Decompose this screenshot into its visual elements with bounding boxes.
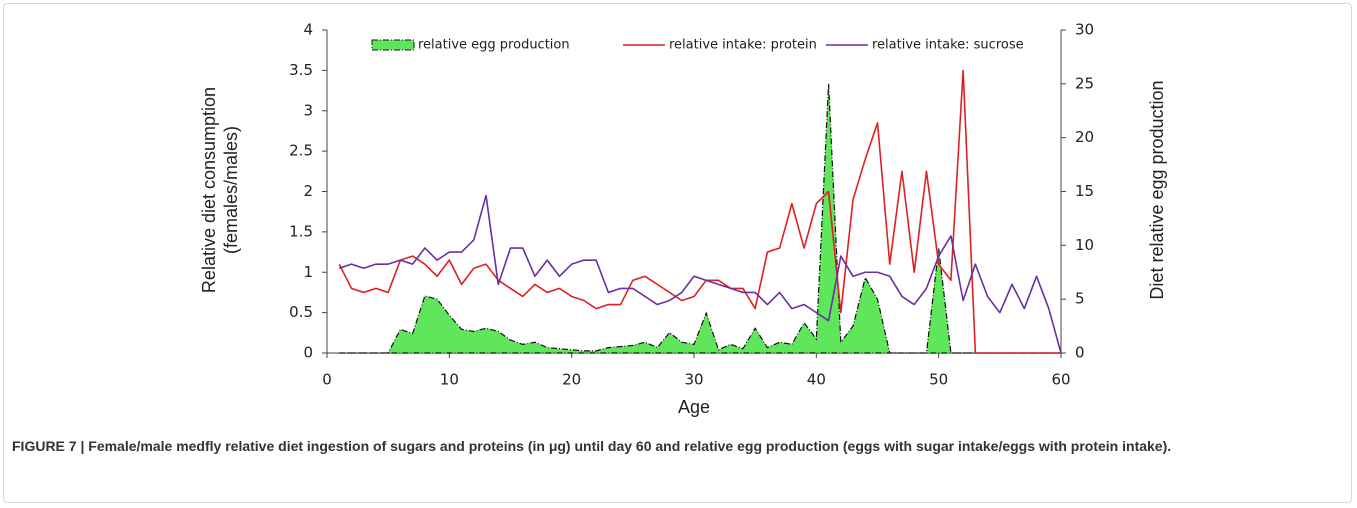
y-tick-label: 4: [303, 21, 313, 39]
y2-tick-label: 30: [1075, 21, 1094, 39]
y-tick-label: 0: [303, 344, 313, 362]
x-tick-label: 50: [929, 371, 948, 389]
y-tick-label: 1.5: [289, 222, 313, 240]
y2-tick-label: 5: [1075, 290, 1085, 308]
legend-label: relative intake: sucrose: [872, 38, 1024, 53]
x-tick-label: 60: [1051, 371, 1070, 389]
series-line: [338, 194, 1062, 354]
x-tick-label: 0: [322, 371, 332, 389]
figure-frame: [3, 3, 1352, 503]
y2-axis-label: Diet relative egg production: [1147, 80, 1167, 299]
y-tick-label: 0.5: [289, 303, 313, 321]
legend-label: relative egg production: [418, 38, 570, 53]
caption: FIGURE 7 | Female/male medfly relative d…: [12, 438, 1172, 454]
y-axis-label: Relative diet consumption: [199, 87, 219, 293]
y-axis-label: (females/males): [221, 126, 241, 254]
y-tick-label: 3: [303, 101, 313, 119]
y-tick-label: 3.5: [289, 61, 313, 79]
y2-tick-label: 25: [1075, 74, 1094, 92]
egg-area: [339, 83, 1061, 354]
y2-tick-label: 10: [1075, 236, 1094, 254]
y2-tick-label: 20: [1075, 128, 1094, 146]
y-tick-label: 2: [303, 182, 313, 200]
series-line: [338, 69, 1061, 354]
legend-label: relative intake: protein: [669, 38, 817, 53]
x-tick-label: 20: [562, 371, 581, 389]
x-axis-label: Age: [678, 397, 710, 417]
y2-tick-label: 15: [1075, 182, 1094, 200]
y-tick-label: 1: [303, 263, 313, 281]
y2-tick-label: 0: [1075, 344, 1085, 362]
x-tick-label: 30: [684, 371, 703, 389]
x-tick-label: 40: [807, 371, 826, 389]
chart: Age Relative diet consumption (females/m…: [199, 21, 1167, 417]
x-tick-label: 10: [440, 371, 459, 389]
y-tick-label: 2.5: [289, 142, 313, 160]
legend-swatch: [371, 39, 415, 51]
